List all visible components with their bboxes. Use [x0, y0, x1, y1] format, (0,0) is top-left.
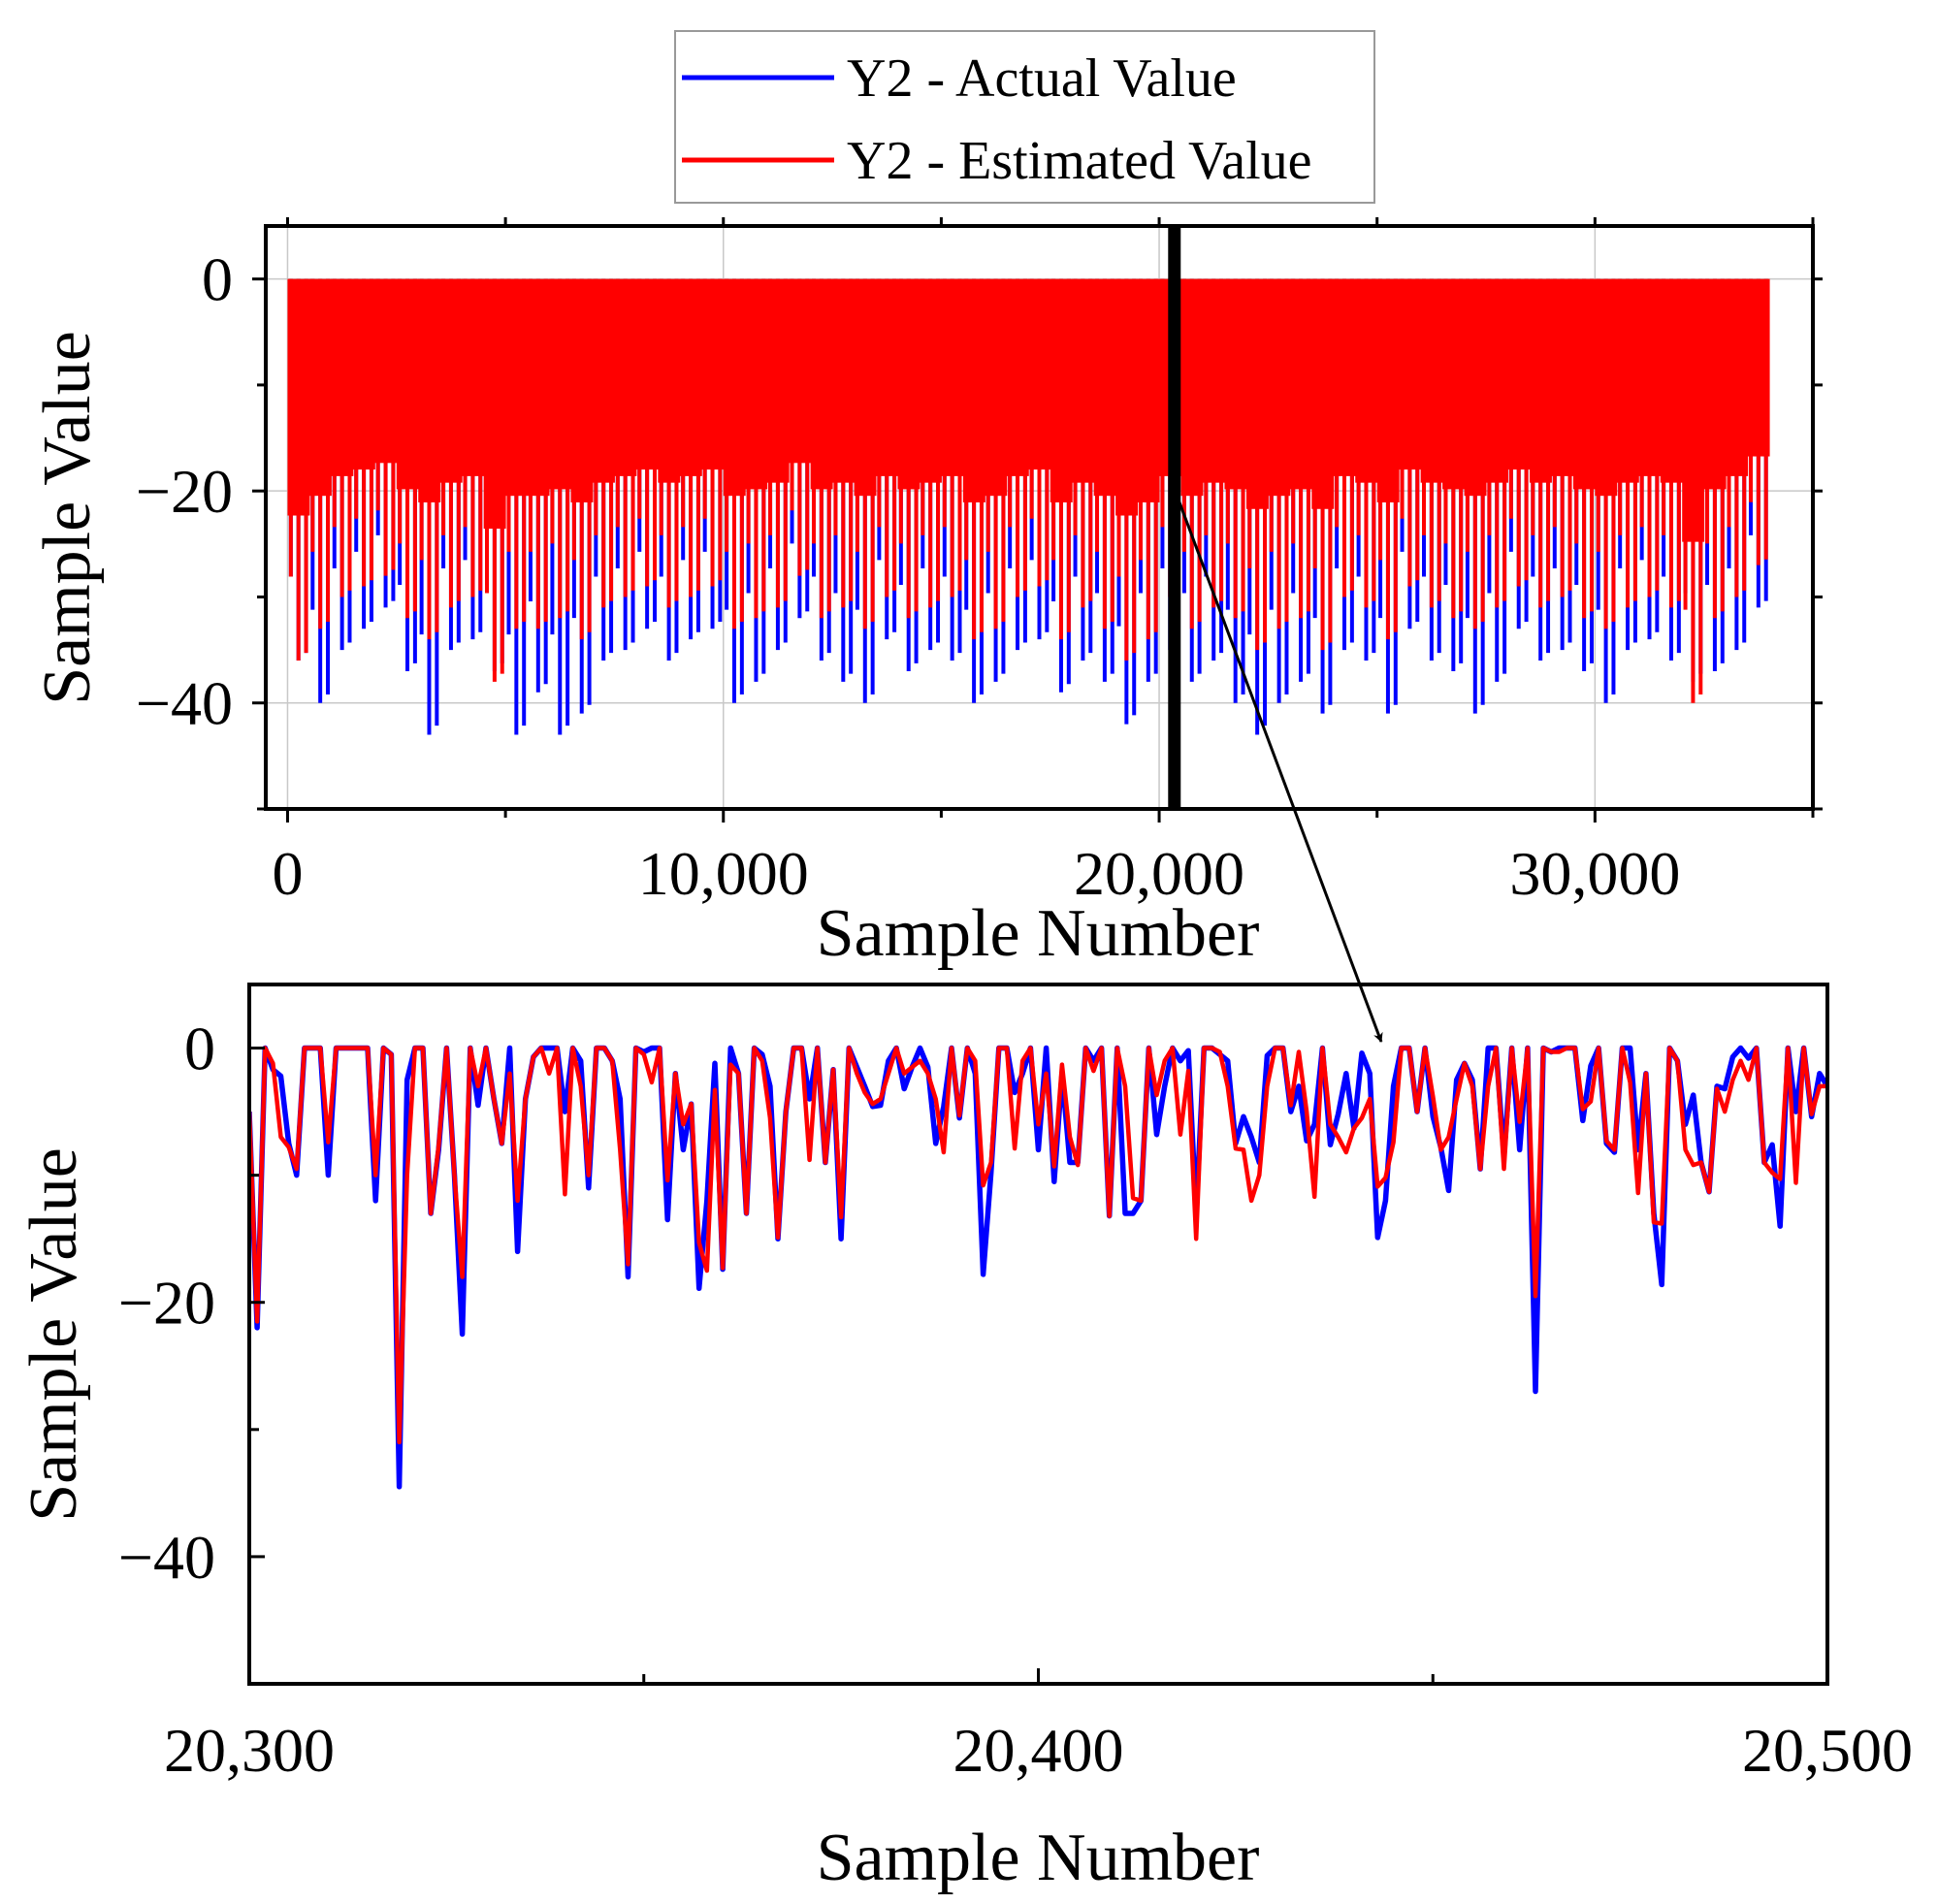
- y-tick-label: −20: [136, 457, 233, 526]
- y-tick-label: −20: [118, 1269, 215, 1338]
- x-tick-label: 20,500: [1742, 1716, 1913, 1785]
- plot-frame: [264, 224, 1815, 811]
- x-tick-label: 10,000: [638, 839, 809, 908]
- top-y-axis-title: Sample Value: [30, 331, 105, 705]
- series-group: [287, 278, 1770, 735]
- bottom-y-axis-title: Sample Value: [16, 1147, 91, 1522]
- bottom-x-axis-title: Sample Number: [817, 1821, 1260, 1895]
- legend-box: [674, 30, 1375, 204]
- series-estimated: [287, 278, 1770, 703]
- x-tick-label: 20,000: [1074, 839, 1244, 908]
- overview-plot: 0 10,000 20,000 30,000 0 −20 −40: [136, 217, 1823, 908]
- y-tick-label: −40: [136, 669, 233, 738]
- legend-label-estimated: Y2 - Estimated Value: [847, 131, 1312, 191]
- legend-label-actual: Y2 - Actual Value: [847, 48, 1237, 109]
- y-tick-label: 0: [202, 245, 233, 314]
- x-tick-label: 30,000: [1509, 839, 1680, 908]
- zoom-arrow: [1175, 494, 1383, 1043]
- zoomed-plot: 20,300 20,400 20,500 0 −20 −40: [118, 983, 1913, 1785]
- x-tick-label: 20,400: [953, 1716, 1124, 1785]
- y-tick-label: 0: [184, 1015, 215, 1083]
- legend: Y2 - Actual Value Y2 - Estimated Value: [674, 30, 1375, 204]
- series-group: [249, 1045, 1827, 1490]
- top-x-axis-title: Sample Number: [817, 896, 1260, 971]
- x-tick-label: 20,300: [164, 1716, 335, 1785]
- series-line-estimated: [249, 1046, 1827, 1445]
- y-tick-label: −40: [118, 1523, 215, 1592]
- x-tick-label: 0: [272, 839, 303, 908]
